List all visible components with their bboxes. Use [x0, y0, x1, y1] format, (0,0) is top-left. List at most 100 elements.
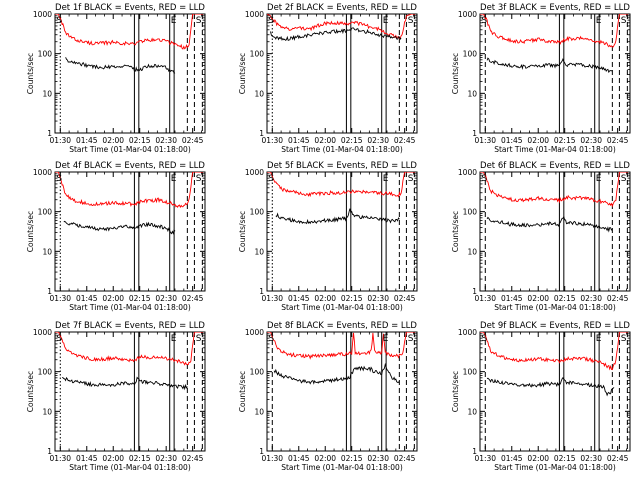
x-tick-label: 02:30 — [580, 294, 602, 303]
x-tick-label: 01:45 — [76, 454, 98, 463]
y-tick-label: 1000 — [458, 328, 477, 337]
y-tick-label: 100 — [463, 368, 478, 377]
chart-panel-5: Det 5f BLACK = Events, RED = LLD 1 10 100 10… — [238, 161, 418, 312]
segment-marker-e: E — [171, 16, 177, 26]
x-axis-label: Start Time (01-Mar-04 01:18:00) — [69, 463, 191, 472]
y-tick-label: 100 — [250, 368, 265, 377]
x-tick-label: 02:45 — [182, 136, 204, 145]
y-axis-label: Counts/sec — [238, 371, 247, 412]
x-axis-label: Start Time (01-Mar-04 01:18:00) — [494, 463, 616, 472]
y-tick-label: 1 — [47, 447, 52, 456]
y-tick-label: 1 — [472, 129, 477, 138]
x-axis-label: Start Time (01-Mar-04 01:18:00) — [69, 145, 191, 154]
x-tick-label: 02:15 — [129, 454, 151, 463]
y-tick-label: 10 — [42, 407, 52, 416]
x-axis-label: Start Time (01-Mar-04 01:18:00) — [494, 145, 616, 154]
x-tick-label: 02:15 — [554, 454, 576, 463]
x-tick-label: 01:45 — [501, 294, 523, 303]
plot-frame — [479, 171, 631, 292]
events-series-line — [63, 220, 176, 235]
segment-marker-e: E — [596, 174, 602, 184]
x-tick-label: 02:30 — [367, 454, 389, 463]
segment-marker-s: S — [481, 334, 487, 344]
y-axis-label: Counts/sec — [451, 211, 460, 252]
chart-title: Det 1f BLACK = Events, RED = LLD — [55, 3, 205, 13]
segment-marker-e: E — [596, 16, 602, 26]
x-tick-label: 02:45 — [394, 136, 416, 145]
x-tick-label: 01:45 — [76, 294, 98, 303]
x-tick-label: 02:30 — [580, 136, 602, 145]
x-axis-label: Start Time (01-Mar-04 01:18:00) — [69, 303, 191, 312]
y-tick-label: 1000 — [458, 168, 477, 177]
x-tick-label: 02:15 — [341, 294, 363, 303]
x-tick-label: 02:30 — [367, 136, 389, 145]
x-tick-label: 02:30 — [155, 454, 177, 463]
segment-marker-s: S — [56, 16, 62, 26]
y-tick-label: 100 — [38, 50, 53, 59]
x-tick-label: 01:30 — [49, 454, 71, 463]
events-series-line — [486, 377, 615, 397]
segment-marker-s: S — [621, 334, 627, 344]
x-tick-label: 02:00 — [314, 454, 336, 463]
plot-area — [55, 172, 204, 291]
segment-marker-e: E — [171, 174, 177, 184]
segment-marker-s: S — [268, 334, 274, 344]
lld-series-line — [267, 14, 416, 40]
x-tick-label: 01:30 — [474, 294, 496, 303]
y-tick-label: 1000 — [33, 10, 52, 19]
x-tick-label: 02:00 — [314, 294, 336, 303]
y-axis-label: Counts/sec — [238, 53, 247, 94]
chart-panel-3: Det 3f BLACK = Events, RED = LLD 1 10 100 10… — [451, 3, 631, 154]
plot-frame — [266, 171, 418, 292]
plot-area — [480, 172, 629, 291]
y-axis-label: Counts/sec — [26, 53, 35, 94]
x-tick-label: 01:45 — [501, 454, 523, 463]
plot-frame — [54, 13, 206, 134]
x-tick-label: 01:45 — [288, 294, 310, 303]
x-tick-label: 02:30 — [155, 136, 177, 145]
x-tick-label: 01:45 — [76, 136, 98, 145]
y-tick-label: 1 — [472, 287, 477, 296]
y-tick-label: 10 — [467, 247, 477, 256]
chart-title: Det 7f BLACK = Events, RED = LLD — [55, 321, 205, 331]
chart-title: Det 3f BLACK = Events, RED = LLD — [480, 3, 630, 13]
segment-marker-s: S — [408, 16, 414, 26]
x-tick-label: 02:45 — [394, 454, 416, 463]
x-tick-label: 02:15 — [341, 454, 363, 463]
y-tick-label: 100 — [250, 50, 265, 59]
y-axis-label: Counts/sec — [26, 211, 35, 252]
y-tick-label: 1000 — [245, 328, 264, 337]
y-tick-label: 1 — [259, 129, 264, 138]
x-axis-label: Start Time (01-Mar-04 01:18:00) — [494, 303, 616, 312]
y-axis-label: Counts/sec — [26, 371, 35, 412]
plot-area — [55, 14, 204, 133]
x-tick-label: 02:00 — [527, 294, 549, 303]
x-tick-label: 01:30 — [49, 136, 71, 145]
y-axis-label: Counts/sec — [451, 53, 460, 94]
x-tick-label: 02:00 — [102, 136, 124, 145]
segment-marker-s: S — [196, 16, 202, 26]
x-tick-label: 02:45 — [607, 454, 629, 463]
lld-series-line — [480, 14, 629, 48]
x-tick-label: 02:45 — [182, 294, 204, 303]
chart-panel-7: Det 7f BLACK = Events, RED = LLD 1 10 100 10… — [26, 321, 206, 472]
y-tick-label: 1 — [47, 129, 52, 138]
events-series-line — [273, 362, 400, 385]
chart-title: Det 2f BLACK = Events, RED = LLD — [267, 3, 417, 13]
segment-marker-s: S — [408, 334, 414, 344]
chart-panel-2: Det 2f BLACK = Events, RED = LLD 1 10 100 10… — [238, 3, 418, 154]
plot-frame — [479, 13, 631, 134]
y-tick-label: 1 — [259, 447, 264, 456]
x-tick-label: 02:00 — [102, 294, 124, 303]
x-tick-label: 02:00 — [314, 136, 336, 145]
y-tick-label: 10 — [254, 407, 264, 416]
x-tick-label: 02:00 — [102, 454, 124, 463]
x-tick-label: 02:15 — [129, 136, 151, 145]
plot-area — [480, 14, 629, 133]
lld-series-line — [55, 14, 204, 50]
x-tick-label: 02:45 — [607, 136, 629, 145]
y-tick-label: 10 — [42, 89, 52, 98]
segment-marker-e: E — [383, 174, 389, 184]
x-tick-label: 01:30 — [49, 294, 71, 303]
events-series-line — [61, 376, 188, 391]
